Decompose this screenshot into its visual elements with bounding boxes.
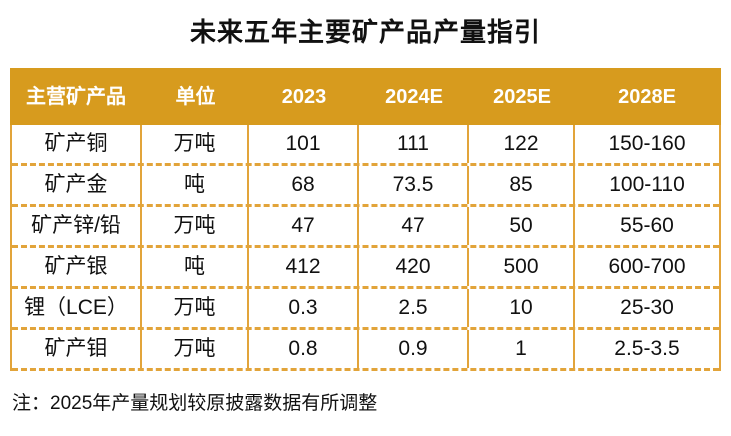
column-header-2025e: 2025E [493,85,551,108]
table-body: 矿产铜 万吨 101 111 122 150-160 矿产金 吨 68 73.5… [10,125,721,371]
table-cell: 47 [249,207,359,245]
table-cell: 0.8 [249,330,359,368]
table-cell: 2.5-3.5 [614,337,680,360]
column-header-2023: 2023 [281,85,327,108]
table-cell: 矿产银 [12,248,142,286]
table-cell: 47 [359,207,469,245]
table-cell: 矿产钼 [12,330,142,368]
table-cell: 100-110 [609,173,685,196]
table-cell: 矿产铜 [12,125,142,163]
table-row-lithium: 锂（LCE） 万吨 0.3 2.5 10 25-30 [12,289,719,330]
table-cell: 矿产锌/铅 [12,207,142,245]
table-cell: 50 [469,207,575,245]
table-cell: 68 [249,166,359,204]
table-cell: 10 [469,289,575,327]
table-cell: 111 [359,125,469,163]
table-cell: 500 [469,248,575,286]
table-cell: 2.5 [359,289,469,327]
table-cell: 1 [469,330,575,368]
table-cell: 矿产金 [12,166,142,204]
table-cell: 锂（LCE） [12,289,142,327]
table-row-molybdenum: 矿产钼 万吨 0.8 0.9 1 2.5-3.5 [12,330,719,371]
table-cell: 420 [359,248,469,286]
footnote: 注：2025年产量规划较原披露数据有所调整 [12,393,378,414]
table-cell: 万吨 [142,330,249,368]
table-row-zinc-lead: 矿产锌/铅 万吨 47 47 50 55-60 [12,207,719,248]
table-cell: 万吨 [142,125,249,163]
table-cell: 122 [469,125,575,163]
column-header-2024e: 2024E [385,85,443,108]
table-cell: 吨 [142,248,249,286]
table-cell: 万吨 [142,207,249,245]
table-cell: 73.5 [359,166,469,204]
column-header-product: 主营矿产品 [26,85,126,108]
table-cell: 150-160 [608,132,686,155]
table-cell: 25-30 [620,296,674,319]
table-cell: 万吨 [142,289,249,327]
table-row-silver: 矿产银 吨 412 420 500 600-700 [12,248,719,289]
table-row-gold: 矿产金 吨 68 73.5 85 100-110 [12,166,719,207]
table-header-row: 主营矿产品 单位 2023 2024E 2025E 2028E [10,68,721,125]
column-header-2028e: 2028E [618,85,676,108]
table-cell: 0.9 [359,330,469,368]
table-cell: 吨 [142,166,249,204]
table-cell: 0.3 [249,289,359,327]
column-header-unit: 单位 [175,85,216,108]
table-cell: 55-60 [620,214,674,237]
table-row-copper: 矿产铜 万吨 101 111 122 150-160 [12,125,719,166]
production-guidance-table: 主营矿产品 单位 2023 2024E 2025E 2028E 矿产铜 万吨 1… [10,68,721,371]
table-cell: 600-700 [608,255,686,278]
table-cell: 412 [249,248,359,286]
table-title: 未来五年主要矿产品产量指引 [189,17,541,47]
table-cell: 85 [469,166,575,204]
table-cell: 101 [249,125,359,163]
